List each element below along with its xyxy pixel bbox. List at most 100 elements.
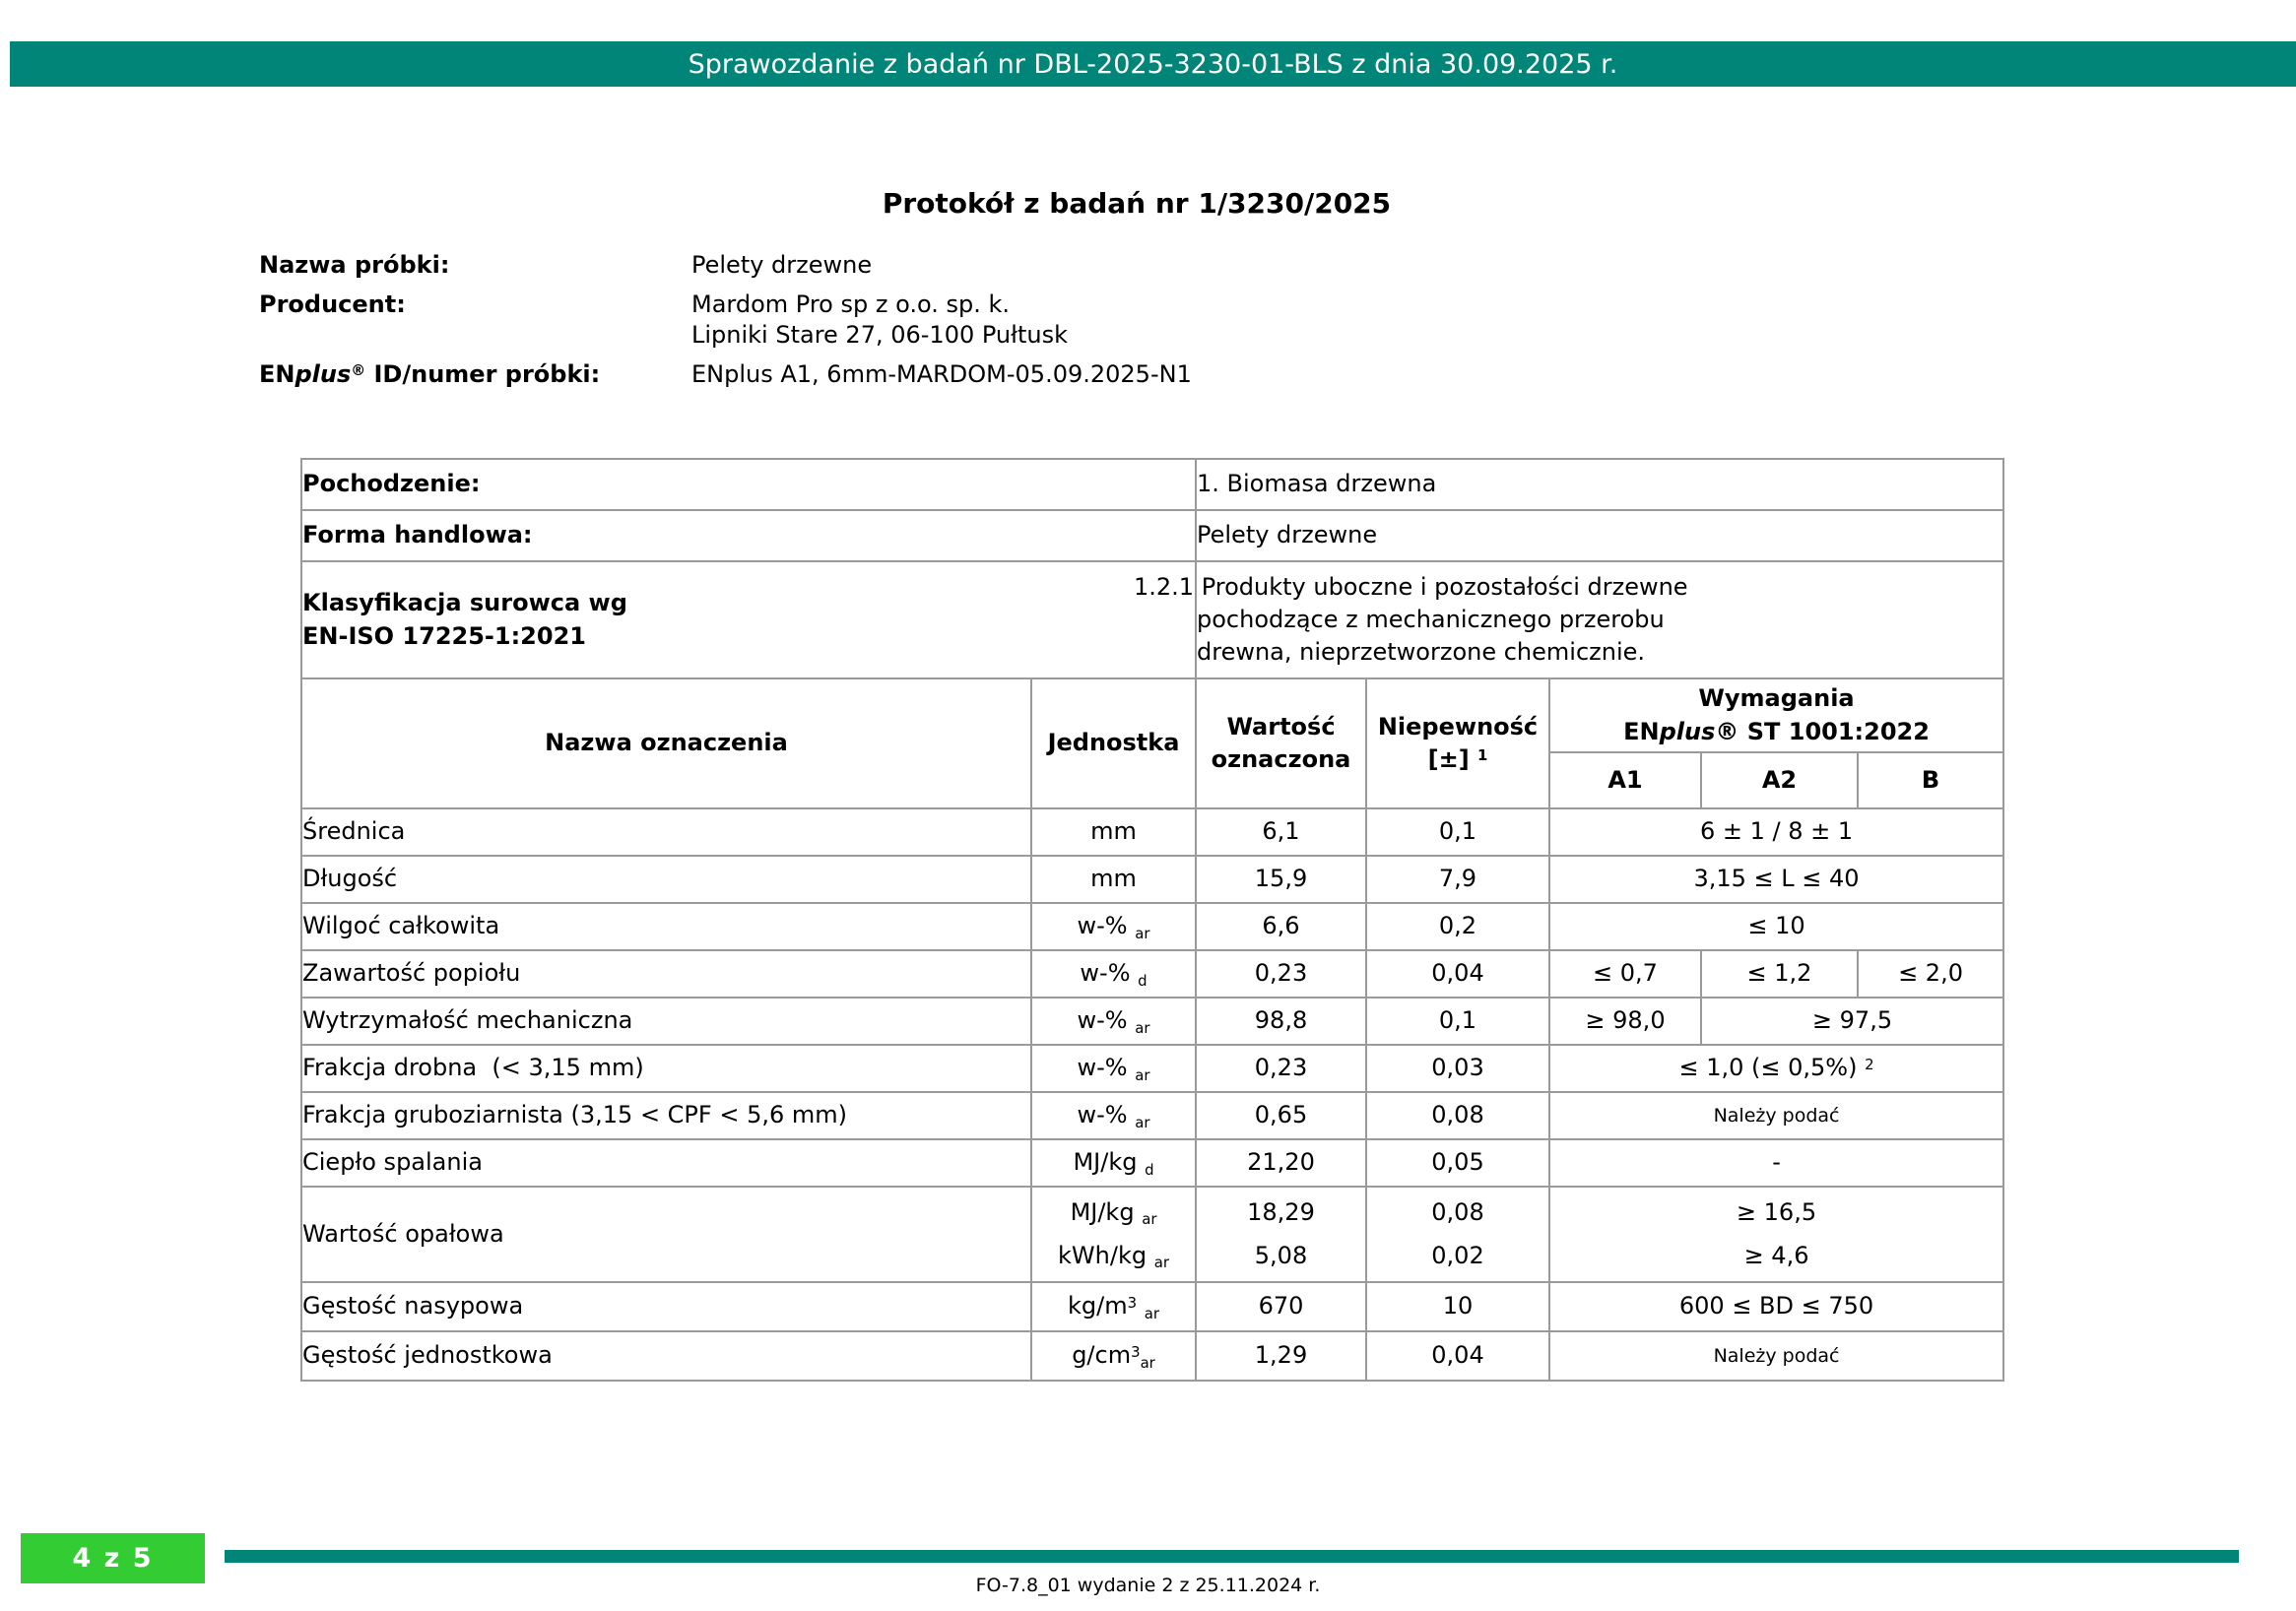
document-reference: FO-7.8_01 wydanie 2 z 25.11.2024 r. [975,1575,1321,1596]
cell-value: 0,23 [1195,949,1367,999]
cell-unit: w-% ar [1030,1044,1197,1093]
cell-value: 0,65 [1195,1091,1367,1140]
page-number-badge: 4 z 5 [21,1533,205,1583]
cell-unit: MJ/kg d [1030,1138,1197,1188]
cell-uncertainty: 0,03 [1365,1044,1550,1093]
cell-name: Wytrzymałość mechaniczna [300,997,1032,1046]
cell-unit: w-% ar [1030,1091,1197,1140]
meta-label-origin: Pochodzenie: [300,458,1197,511]
cell-unit: mm [1030,807,1197,857]
meta-label-trade-form: Forma handlowa: [300,509,1197,562]
table-row: Gęstość nasypowa kg/m3 ar 670 10 600 ≤ B… [300,1281,2005,1332]
col-header-class-a1: A1 [1548,751,1702,809]
cell-uncertainty: 0,05 [1365,1138,1550,1188]
table-row: Gęstość jednostkowa g/cm3ar 1,29 0,04 Na… [300,1330,2005,1382]
info-row-enplus-id: ENplus® ID/numer próbki: ENplus A1, 6mm-… [259,359,1192,393]
cell-name: Frakcja gruboziarnista (3,15 < CPF < 5,6… [300,1091,1032,1140]
cell-unit: g/cm3ar [1030,1330,1197,1382]
cell-unit: mm [1030,855,1197,904]
cell-uncertainty: 7,9 [1365,855,1550,904]
cell-uncertainty: 0,04 [1365,1330,1550,1382]
table-row: Pochodzenie: 1. Biomasa drzewna [300,458,2005,511]
cell-requirement: ≥ 16,5 ≥ 4,6 [1547,1186,2005,1283]
cell-name: Gęstość jednostkowa [300,1330,1032,1382]
cell-name: Wilgoć całkowita [300,902,1032,951]
cell-requirement: 3,15 ≤ L ≤ 40 [1547,855,2005,904]
footer-divider-bar [225,1550,2239,1563]
producer-value: Mardom Pro sp z o.o. sp. k. Lipniki Stare… [691,290,1068,349]
col-header-class-a2: A2 [1700,751,1859,809]
cell-uncertainty: 10 [1365,1281,1550,1332]
cell-requirement: 6 ± 1 / 8 ± 1 [1547,807,2005,857]
col-header-requirements: Wymagania ENplus® ST 1001:2022 [1547,677,2005,753]
cell-value: 6,6 [1195,902,1367,951]
cell-requirement-a1: ≤ 0,7 [1548,949,1702,999]
cell-unit: MJ/kg ar kWh/kg ar [1030,1186,1197,1283]
cell-name: Gęstość nasypowa [300,1281,1032,1332]
cell-value: 670 [1195,1281,1367,1332]
cell-requirement-a2-b: ≥ 97,5 [1699,997,2005,1046]
enplus-id-label: ENplus® ID/numer próbki: [259,360,601,388]
table-row: Zawartość popiołu w-% d 0,23 0,04 ≤ 0,7 … [300,949,2005,999]
info-row-sample-name: Nazwa próbki: Pelety drzewne [259,250,1192,281]
table-row: Forma handlowa: Pelety drzewne [300,509,2005,562]
cell-unit: w-% ar [1030,997,1197,1046]
cell-unit: kg/m3 ar [1030,1281,1197,1332]
table-row: Wartość opałowa MJ/kg ar kWh/kg ar 18,29 5… [300,1186,2005,1283]
table-row: Wytrzymałość mechaniczna w-% ar 98,8 0,1… [300,997,2005,1046]
cell-requirement: 600 ≤ BD ≤ 750 [1547,1281,2005,1332]
sample-info-block: Nazwa próbki: Pelety drzewne Producent: … [259,250,1192,402]
cell-requirement-a2: ≤ 1,2 [1700,949,1859,999]
table-row: Średnica mm 6,1 0,1 6 ± 1 / 8 ± 1 [300,807,2005,857]
cell-unit: w-% ar [1030,902,1197,951]
table-row: Wilgoć całkowita w-% ar 6,6 0,2 ≤ 10 [300,902,2005,951]
cell-name: Frakcja drobna (< 3,15 mm) [300,1044,1032,1093]
cell-requirement: - [1547,1138,2005,1188]
cell-uncertainty: 0,04 [1365,949,1550,999]
report-header-bar: Sprawozdanie z badań nr DBL-2025-3230-01… [10,41,2296,87]
table-row: Długość mm 15,9 7,9 3,15 ≤ L ≤ 40 [300,855,2005,904]
enplus-id-value: ENplus A1, 6mm-MARDOM-05.09.2025-N1 [691,360,1192,388]
cell-requirement: ≤ 1,0 (≤ 0,5%) 2 [1547,1044,2005,1093]
cell-uncertainty: 0,08 0,02 [1365,1186,1550,1283]
cell-name: Długość [300,855,1032,904]
producer-label: Producent: [259,290,406,318]
cell-requirement-b: ≤ 2,0 [1856,949,2005,999]
cell-name: Wartość opałowa [300,1186,1032,1283]
col-header-unit: Jednostka [1030,677,1197,809]
cell-uncertainty: 0,1 [1365,997,1550,1046]
cell-unit: w-% d [1030,949,1197,999]
cell-name: Ciepło spalania [300,1138,1032,1188]
page-number-text: 4 z 5 [72,1543,154,1574]
cell-name: Zawartość popiołu [300,949,1032,999]
cell-value: 1,29 [1195,1330,1367,1382]
sample-name-value: Pelety drzewne [691,251,873,279]
report-header-text: Sprawozdanie z badań nr DBL-2025-3230-01… [688,48,1618,80]
sample-name-label: Nazwa próbki: [259,251,450,279]
cell-value: 6,1 [1195,807,1367,857]
col-header-uncertainty: Niepewność [±] 1 [1365,677,1550,809]
table-row: Frakcja gruboziarnista (3,15 < CPF < 5,6… [300,1091,2005,1140]
table-row: Klasyfikacja surowca wg EN-ISO 17225-1:20… [300,560,2005,679]
meta-value-origin: 1. Biomasa drzewna [1194,458,2005,511]
cell-value: 21,20 [1195,1138,1367,1188]
cell-uncertainty: 0,08 [1365,1091,1550,1140]
col-header-value: Wartość oznaczona [1195,677,1367,809]
cell-uncertainty: 0,2 [1365,902,1550,951]
col-header-class-b: B [1856,751,2005,809]
cell-requirement: Należy podać [1547,1091,2005,1140]
cell-value: 18,29 5,08 [1195,1186,1367,1283]
table-row: Ciepło spalania MJ/kg d 21,20 0,05 - [300,1138,2005,1188]
cell-requirement: ≤ 10 [1547,902,2005,951]
col-header-name: Nazwa oznaczenia [300,677,1032,809]
table-row: Frakcja drobna (< 3,15 mm) w-% ar 0,23 0… [300,1044,2005,1093]
page-title: Protokół z badań nr 1/3230/2025 [882,187,1392,220]
meta-value-trade-form: Pelety drzewne [1194,509,2005,562]
info-row-producer: Producent: Mardom Pro sp z o.o. sp. k. Li… [259,290,1192,351]
cell-uncertainty: 0,1 [1365,807,1550,857]
cell-requirement-a1: ≥ 98,0 [1548,997,1702,1046]
results-table: Pochodzenie: 1. Biomasa drzewna Forma ha… [300,458,2005,1382]
meta-label-classification: Klasyfikacja surowca wg EN-ISO 17225-1:20… [300,560,1197,679]
cell-value: 98,8 [1195,997,1367,1046]
meta-value-classification: 1.2.1 Produkty uboczne i pozostałości dr… [1134,560,2005,679]
